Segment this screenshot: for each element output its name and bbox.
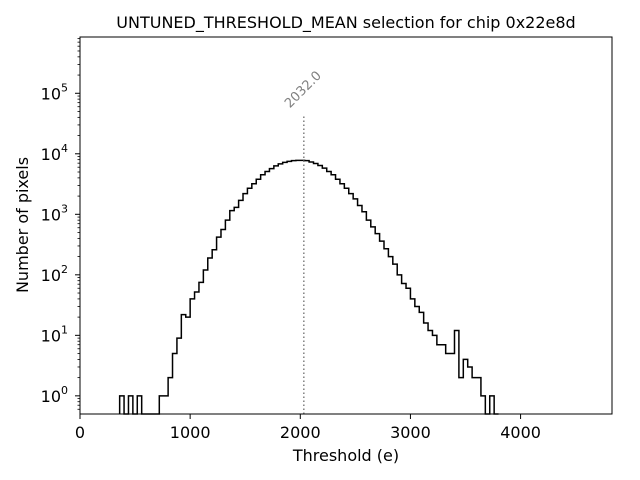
histogram-bin — [181, 315, 185, 414]
plot-content: 2032.0 — [118, 69, 499, 415]
histogram-bin — [243, 194, 247, 414]
histogram-bin — [481, 396, 485, 414]
histogram-bin — [221, 230, 225, 414]
histogram-bin — [472, 378, 476, 414]
histogram-bin — [336, 179, 340, 414]
x-tick-label: 1000 — [170, 423, 211, 442]
histogram-bin — [477, 378, 481, 414]
histogram-bin — [432, 335, 436, 414]
histogram-bin — [314, 164, 318, 414]
histogram-bin — [164, 396, 168, 414]
histogram-bin — [380, 241, 384, 414]
histogram-bin — [446, 354, 450, 414]
histogram-bin — [278, 164, 282, 414]
histogram-bin — [203, 270, 207, 414]
histogram-bin — [454, 331, 458, 414]
histogram-bin — [459, 378, 463, 414]
y-tick-label: 101 — [41, 323, 68, 345]
histogram-bin — [318, 166, 322, 414]
histogram-bin — [186, 317, 190, 414]
histogram-bin — [366, 220, 370, 414]
histogram-step-line — [118, 159, 499, 415]
histogram-bin — [159, 396, 163, 414]
histogram-bin — [468, 367, 472, 414]
histogram-bin — [195, 292, 199, 414]
histogram-bin — [450, 354, 454, 414]
histogram-bin — [441, 345, 445, 414]
histogram-bin — [397, 275, 401, 414]
y-tick-label: 103 — [41, 202, 68, 224]
axes-frame — [79, 36, 613, 415]
histogram-bin — [406, 288, 410, 414]
histogram-bin — [274, 166, 278, 414]
histogram-bin — [415, 306, 419, 414]
histogram-bin — [402, 283, 406, 414]
histogram-bin — [349, 194, 353, 414]
histogram-bin — [269, 169, 273, 414]
y-tick-label: 100 — [41, 384, 68, 406]
histogram-bin — [428, 331, 432, 414]
histogram-bin — [393, 264, 397, 414]
histogram-bin — [137, 396, 141, 414]
histogram-bin — [212, 250, 216, 414]
y-tick-label: 105 — [41, 81, 68, 103]
histogram-bin — [177, 338, 181, 414]
x-tick-label: 4000 — [500, 423, 541, 442]
y-tick-label: 102 — [41, 263, 68, 285]
histogram-bin — [300, 160, 304, 414]
histogram-bin — [234, 207, 238, 414]
histogram-bin — [331, 175, 335, 414]
histogram-bin — [208, 258, 212, 414]
histogram-bin — [173, 354, 177, 414]
x-tick-label: 3000 — [390, 423, 431, 442]
histogram-bin — [265, 171, 269, 414]
y-tick-label: 104 — [41, 142, 68, 164]
histogram-bin — [344, 188, 348, 414]
x-axis-label: Threshold (e) — [292, 446, 399, 465]
chart-title: UNTUNED_THRESHOLD_MEAN selection for chi… — [116, 13, 575, 33]
histogram-bin — [353, 199, 357, 414]
mean-threshold-label: 2032.0 — [282, 69, 325, 112]
histogram-bin — [362, 212, 366, 414]
histogram-bin — [199, 282, 203, 414]
histogram-bin — [358, 205, 362, 414]
histogram-bin — [327, 171, 331, 414]
histogram-bin — [217, 237, 221, 414]
histogram-bin — [225, 220, 229, 414]
histogram-bin — [375, 234, 379, 414]
histogram-bin — [309, 162, 313, 414]
histogram-bin — [296, 160, 300, 414]
histogram-bin — [168, 378, 172, 414]
histogram-bin — [247, 188, 251, 414]
histogram-bin — [230, 211, 234, 414]
histogram-bin — [261, 175, 265, 414]
histogram-bin — [410, 299, 414, 414]
histogram-bin — [287, 161, 291, 414]
histogram-bin — [283, 162, 287, 414]
histogram-bin — [252, 184, 256, 414]
histogram-bin — [239, 200, 243, 414]
histogram-bin — [388, 257, 392, 414]
histogram-bin — [419, 312, 423, 414]
y-axis-label: Number of pixels — [13, 157, 32, 293]
histogram-bin — [305, 161, 309, 414]
histogram-bin — [128, 396, 132, 414]
x-tick-label: 2000 — [280, 423, 321, 442]
histogram-bin — [190, 299, 194, 414]
histogram-bin — [437, 345, 441, 414]
histogram-bin — [463, 359, 467, 414]
histogram-bin — [424, 323, 428, 414]
histogram-bin — [340, 184, 344, 414]
x-axis-ticks: 0 1000 2000 3000 4000 — [75, 414, 541, 442]
histogram-bin — [490, 396, 494, 414]
y-axis-ticks: 100 101 102 103 104 105 — [41, 38, 80, 410]
histogram-bin — [120, 396, 124, 414]
histogram-bin — [384, 249, 388, 414]
histogram-bin — [291, 161, 295, 414]
x-tick-label: 0 — [75, 423, 85, 442]
histogram-bin — [322, 168, 326, 414]
histogram-bin — [371, 227, 375, 414]
histogram-bin — [256, 179, 260, 414]
